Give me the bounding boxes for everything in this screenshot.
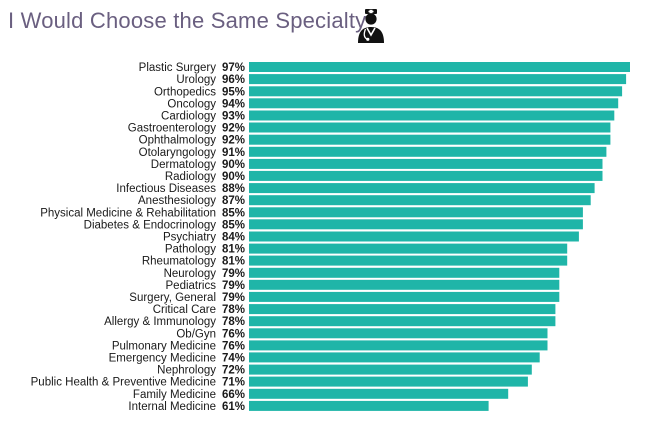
bar-17 (249, 267, 560, 278)
bar-0 (249, 62, 630, 72)
category-label-8: Dermatology (151, 159, 216, 171)
value-label-9: 90% (222, 171, 245, 183)
value-label-22: 76% (222, 328, 245, 340)
value-label-7: 91% (222, 147, 245, 159)
bar-1 (249, 74, 627, 85)
category-label-21: Allergy & Immunology (104, 316, 216, 328)
category-label-24: Emergency Medicine (109, 352, 216, 364)
category-label-1: Urology (176, 74, 216, 86)
category-label-19: Surgery, General (129, 292, 216, 304)
bar-9 (249, 170, 603, 181)
bar-15 (249, 243, 568, 254)
value-label-8: 90% (222, 159, 245, 171)
bar-24 (249, 352, 540, 363)
category-label-5: Gastroenterology (128, 123, 216, 135)
bar-2 (249, 86, 623, 97)
category-label-16: Rheumatology (142, 256, 216, 268)
value-label-25: 72% (222, 365, 245, 377)
category-label-10: Infectious Diseases (116, 183, 216, 195)
bar-3 (249, 98, 619, 109)
bar-25 (249, 364, 532, 375)
value-label-15: 81% (222, 244, 245, 256)
category-label-20: Critical Care (153, 304, 216, 316)
value-label-3: 94% (222, 98, 245, 110)
value-label-21: 78% (222, 316, 245, 328)
category-label-12: Physical Medicine & Rehabilitation (40, 207, 216, 219)
category-label-18: Pediatrics (166, 280, 217, 292)
category-label-25: Nephrology (157, 365, 216, 377)
bar-4 (249, 110, 615, 121)
value-label-24: 74% (222, 352, 245, 364)
category-label-27: Family Medicine (133, 389, 216, 401)
value-label-27: 66% (222, 389, 245, 401)
value-label-26: 71% (222, 377, 245, 389)
value-label-14: 84% (222, 232, 245, 244)
bar-8 (249, 158, 603, 169)
value-label-10: 88% (222, 183, 245, 195)
category-label-23: Pulmonary Medicine (112, 340, 216, 352)
bar-6 (249, 134, 611, 145)
bar-21 (249, 316, 556, 327)
category-label-6: Ophthalmology (139, 135, 217, 147)
bar-28 (249, 400, 489, 411)
bar-10 (249, 183, 595, 194)
category-label-7: Otolaryngology (139, 147, 217, 159)
value-label-11: 87% (222, 195, 245, 207)
category-label-3: Oncology (167, 98, 216, 110)
bar-5 (249, 122, 611, 133)
category-label-15: Pathology (165, 244, 216, 256)
bar-13 (249, 219, 583, 230)
bar-27 (249, 388, 509, 399)
value-label-18: 79% (222, 280, 245, 292)
chart-title: I Would Choose the Same Specialty (8, 8, 367, 33)
bar-7 (249, 146, 607, 157)
value-label-17: 79% (222, 268, 245, 280)
bar-20 (249, 304, 556, 315)
category-label-14: Psychiatry (163, 232, 216, 244)
value-label-5: 92% (222, 123, 245, 135)
category-label-13: Diabetes & Endocrinology (84, 219, 217, 231)
bar-16 (249, 255, 568, 266)
bar-12 (249, 207, 583, 218)
category-label-26: Public Health & Preventive Medicine (31, 377, 216, 389)
category-label-0: Plastic Surgery (139, 62, 217, 74)
category-label-28: Internal Medicine (128, 401, 216, 413)
bar-23 (249, 340, 548, 351)
value-label-12: 85% (222, 207, 245, 219)
value-label-1: 96% (222, 74, 245, 86)
value-label-23: 76% (222, 340, 245, 352)
value-label-13: 85% (222, 219, 245, 231)
category-label-4: Cardiology (161, 111, 216, 123)
category-label-11: Anesthesiology (138, 195, 216, 207)
bar-22 (249, 328, 548, 339)
value-label-6: 92% (222, 135, 245, 147)
doctor-icon (358, 9, 384, 43)
bar-18 (249, 279, 560, 290)
bar-14 (249, 231, 579, 242)
category-label-2: Orthopedics (154, 86, 216, 98)
value-label-2: 95% (222, 86, 245, 98)
value-label-20: 78% (222, 304, 245, 316)
category-label-22: Ob/Gyn (176, 328, 216, 340)
category-label-17: Neurology (164, 268, 217, 280)
bar-26 (249, 376, 528, 387)
value-label-28: 61% (222, 401, 245, 413)
value-label-16: 81% (222, 256, 245, 268)
value-label-0: 97% (222, 62, 245, 74)
bar-19 (249, 291, 560, 302)
category-label-9: Radiology (165, 171, 216, 183)
value-label-19: 79% (222, 292, 245, 304)
value-label-4: 93% (222, 111, 245, 123)
bar-11 (249, 195, 591, 206)
